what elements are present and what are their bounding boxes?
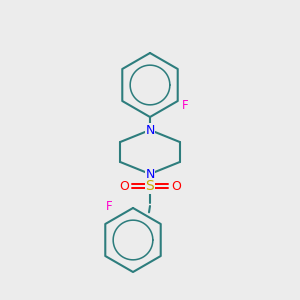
Text: N: N — [145, 167, 155, 181]
Text: F: F — [182, 99, 189, 112]
Text: N: N — [145, 124, 155, 136]
Text: O: O — [171, 179, 181, 193]
Text: F: F — [106, 200, 113, 213]
Text: S: S — [146, 179, 154, 193]
Text: O: O — [119, 179, 129, 193]
